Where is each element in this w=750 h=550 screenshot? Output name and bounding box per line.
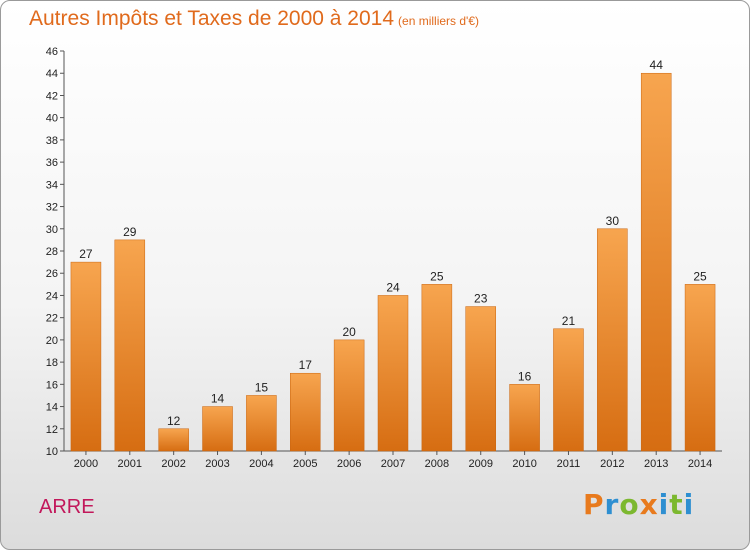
bar: [640, 72, 672, 452]
data-label: 44: [650, 58, 664, 72]
data-label: 27: [79, 247, 93, 261]
logo-letter: i: [683, 488, 695, 521]
bar: [684, 284, 716, 452]
y-tick-label: 14: [46, 402, 58, 414]
bar: [202, 406, 233, 452]
y-tick-label: 16: [46, 379, 58, 391]
y-tick-label: 38: [46, 135, 58, 147]
logo-letter: P: [583, 488, 605, 521]
x-tick-label: 2008: [425, 458, 449, 470]
bar: [333, 339, 365, 452]
y-tick-label: 26: [46, 268, 58, 280]
data-label: 16: [518, 369, 532, 383]
y-tick-label: 46: [46, 46, 58, 58]
logo-letter: o: [619, 488, 640, 521]
data-label: 23: [474, 292, 488, 306]
x-tick-label: 2011: [557, 458, 581, 470]
y-tick-label: 34: [46, 179, 58, 191]
x-tick-label: 2000: [74, 458, 98, 470]
y-tick-label: 20: [46, 335, 58, 347]
logo-letter: x: [639, 488, 659, 521]
title-text: Autres Impôts et Taxes de 2000 à 2014: [29, 7, 395, 30]
chart-title: Autres Impôts et Taxes de 2000 à 2014 (en…: [29, 7, 479, 31]
x-tick-label: 2004: [249, 458, 273, 470]
location-label: ARRE: [39, 496, 95, 518]
x-tick-label: 2009: [468, 458, 492, 470]
y-tick-label: 10: [46, 446, 58, 458]
y-tick-label: 40: [46, 113, 58, 125]
data-label: 29: [123, 225, 137, 239]
logo-letter: t: [669, 488, 684, 521]
logo-letter: r: [604, 488, 620, 521]
x-tick-label: 2013: [644, 458, 668, 470]
bar: [246, 395, 277, 452]
y-tick-label: 12: [46, 424, 58, 436]
x-tick-label: 2003: [205, 458, 229, 470]
y-tick-label: 22: [46, 313, 58, 325]
y-tick-label: 18: [46, 357, 58, 369]
bar: [509, 384, 540, 452]
bar: [158, 428, 189, 452]
bar: [114, 239, 146, 452]
data-label: 25: [430, 269, 444, 283]
x-tick-label: 2014: [688, 458, 712, 470]
bar: [290, 372, 321, 452]
x-tick-label: 2007: [381, 458, 405, 470]
y-tick-label: 32: [46, 202, 58, 214]
x-tick-label: 2010: [512, 458, 536, 470]
bar: [597, 228, 628, 452]
data-label: 21: [562, 314, 576, 328]
x-tick-label: 2012: [600, 458, 624, 470]
bar: [377, 295, 409, 452]
x-tick-label: 2001: [118, 458, 142, 470]
y-tick-label: 44: [46, 68, 58, 80]
bar: [421, 284, 453, 452]
data-label: 30: [606, 214, 620, 228]
data-label: 17: [299, 358, 313, 372]
data-label: 20: [342, 325, 356, 339]
x-tick-label: 2006: [337, 458, 361, 470]
bar: [70, 261, 102, 452]
y-tick-label: 28: [46, 246, 58, 258]
logo-letter: i: [658, 488, 670, 521]
y-tick-label: 24: [46, 290, 58, 302]
chart-subtitle: (en milliers d'€): [398, 14, 480, 28]
data-label: 24: [386, 280, 400, 294]
bar: [553, 328, 584, 452]
data-label: 15: [255, 380, 269, 394]
y-tick-label: 42: [46, 90, 58, 102]
x-tick-label: 2005: [293, 458, 317, 470]
data-label: 14: [211, 392, 225, 406]
proxiti-logo: Proxiti: [583, 488, 694, 521]
data-label: 25: [693, 269, 707, 283]
bar: [465, 306, 496, 452]
y-tick-label: 36: [46, 157, 58, 169]
x-tick-label: 2002: [161, 458, 185, 470]
y-tick-label: 30: [46, 224, 58, 236]
data-label: 12: [167, 414, 181, 428]
